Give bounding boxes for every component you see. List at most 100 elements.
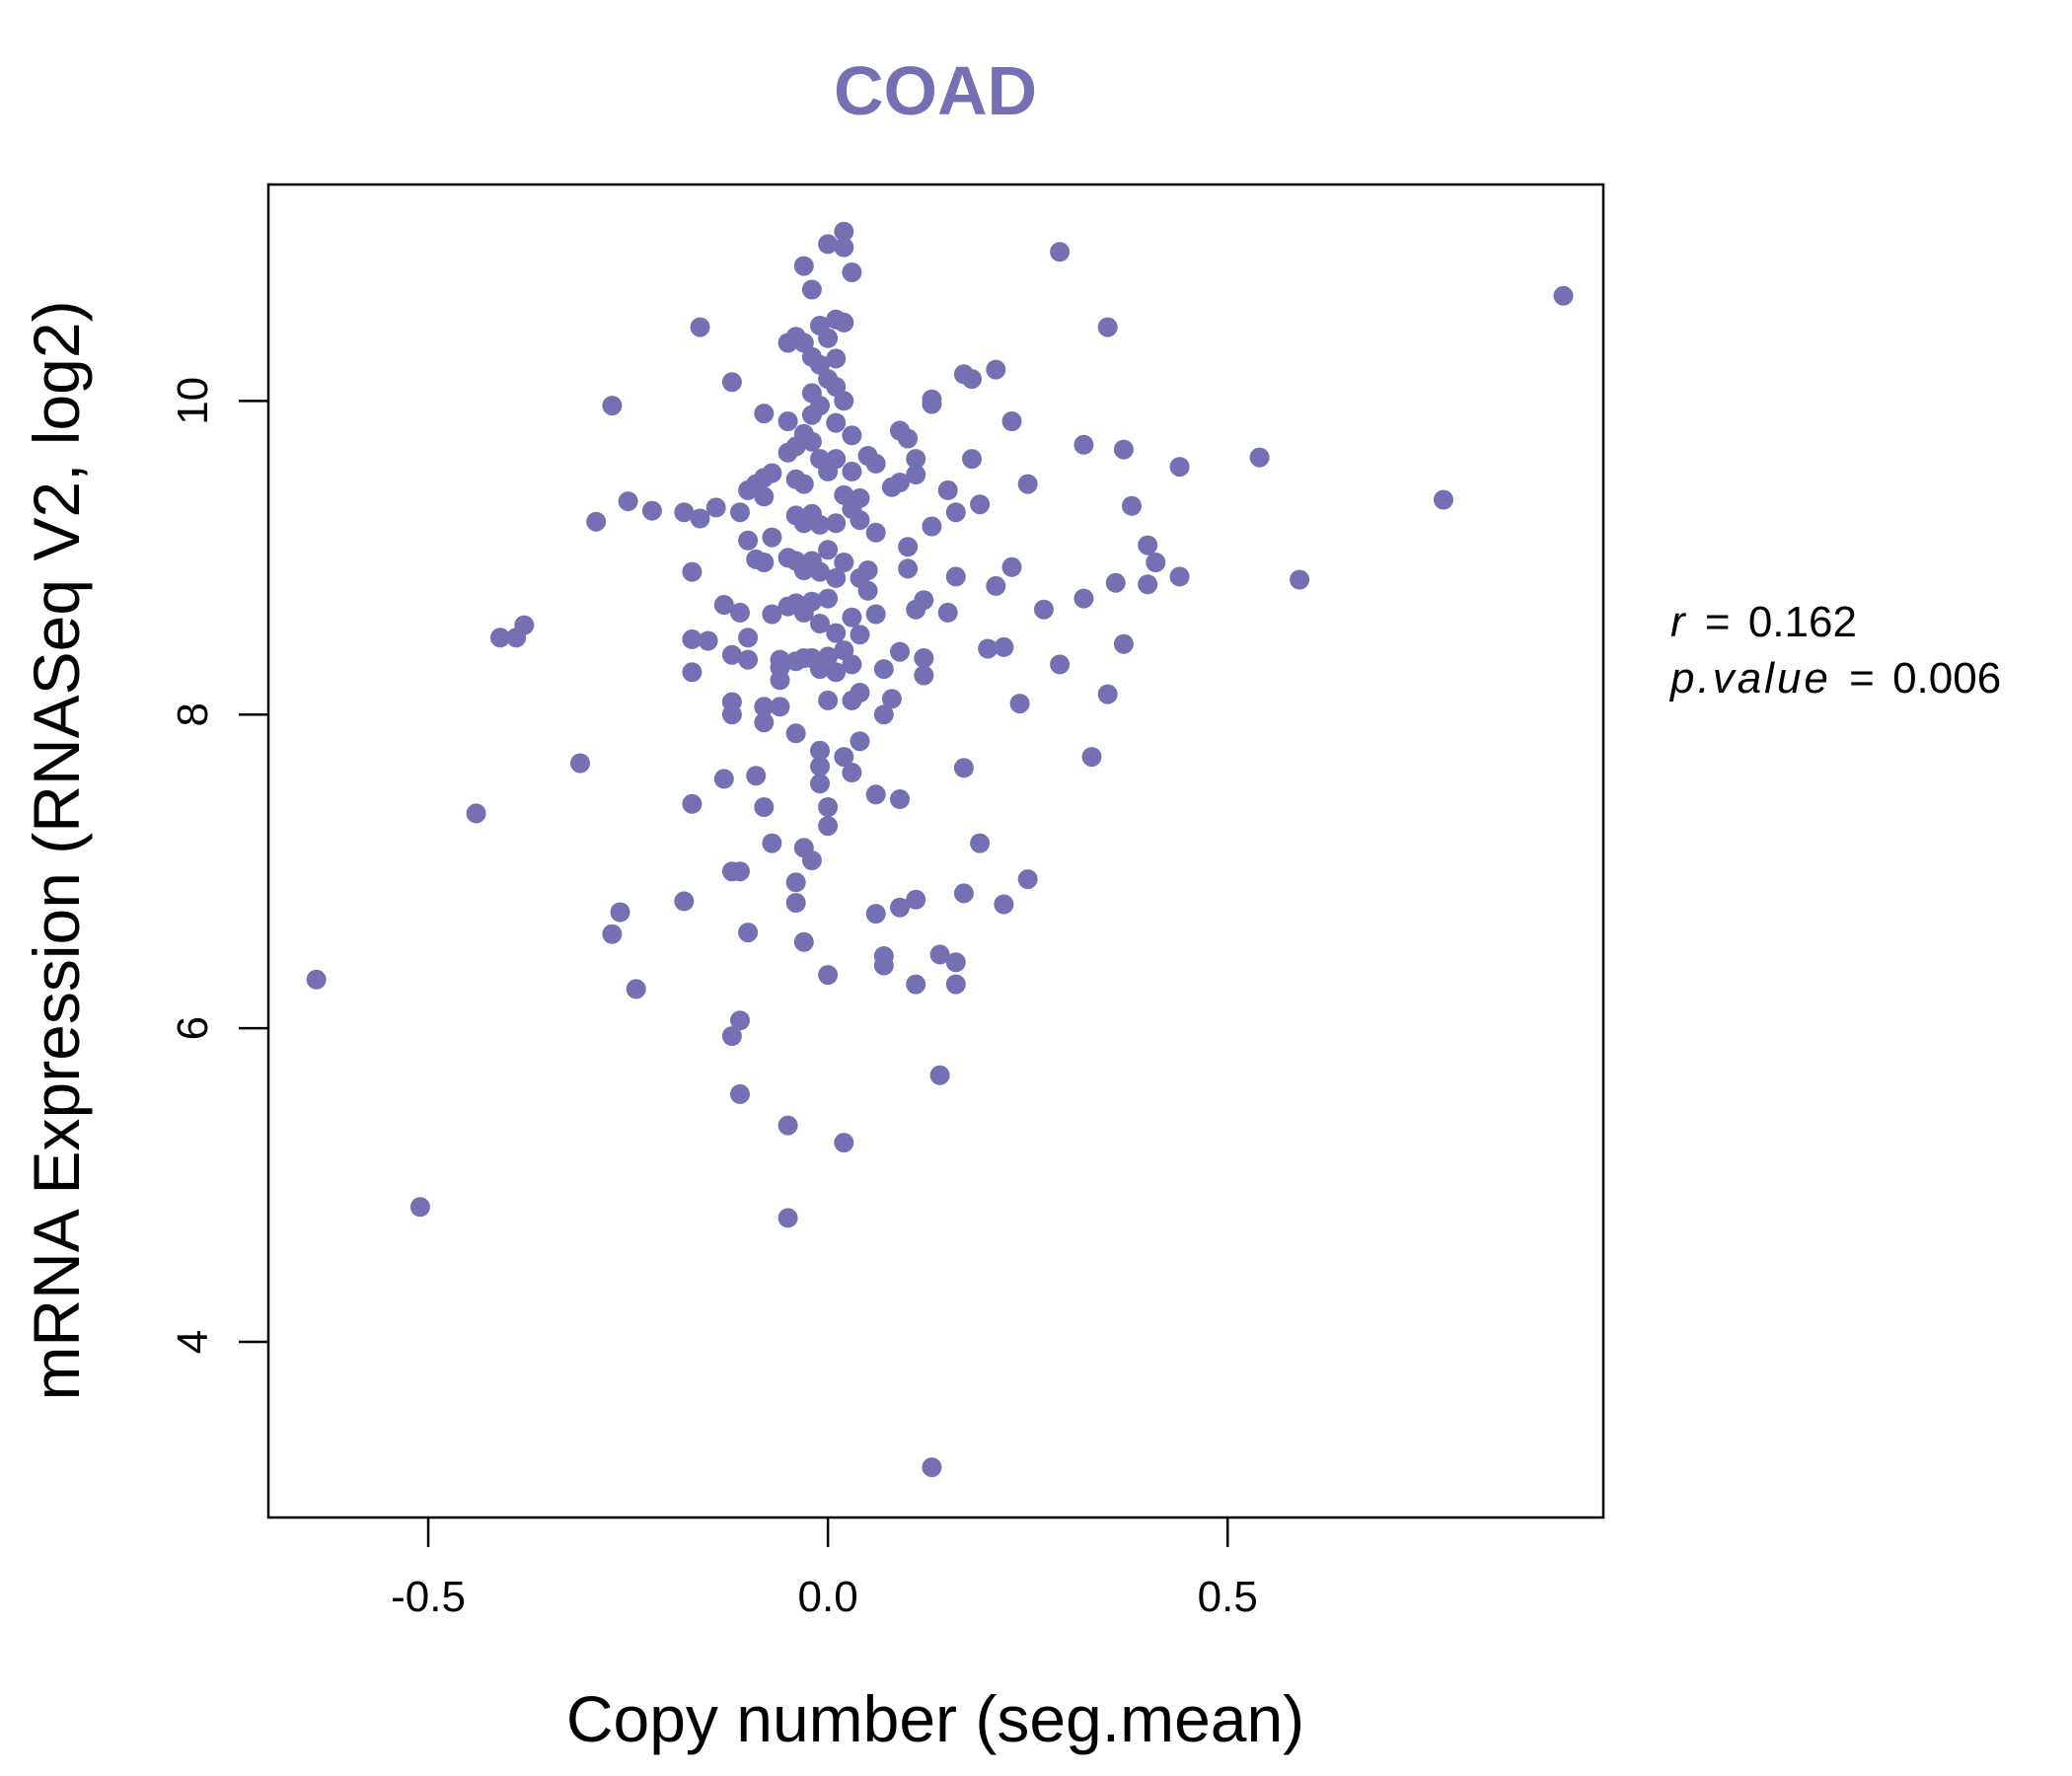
data-point <box>721 1026 742 1047</box>
r-equals: = <box>1705 598 1731 646</box>
data-point <box>738 628 759 648</box>
r-value: 0.162 <box>1748 598 1857 646</box>
data-point <box>1290 569 1310 590</box>
p-equals: = <box>1849 654 1875 703</box>
data-point <box>937 480 958 500</box>
data-point <box>834 484 854 505</box>
data-point <box>698 630 718 651</box>
data-point <box>466 803 486 824</box>
data-point <box>826 412 847 433</box>
data-point <box>721 704 742 725</box>
data-point <box>777 596 798 617</box>
data-point <box>1017 474 1038 494</box>
plot-frame <box>266 183 1605 1519</box>
r-label: r <box>1670 598 1687 646</box>
p-value: 0.006 <box>1892 654 2001 703</box>
data-point <box>865 604 886 625</box>
data-point <box>873 955 894 976</box>
data-point <box>994 894 1014 915</box>
data-point <box>890 420 910 441</box>
data-point <box>898 537 919 557</box>
data-point <box>785 505 806 526</box>
data-point <box>842 763 862 782</box>
data-point <box>682 793 703 814</box>
data-point <box>857 446 878 466</box>
y-tick-label: 10 <box>169 377 217 425</box>
data-point <box>770 670 790 691</box>
data-point <box>834 553 854 572</box>
data-point <box>721 644 742 665</box>
data-point <box>754 797 775 817</box>
data-point <box>906 974 926 995</box>
data-point <box>810 614 830 633</box>
data-point <box>409 1197 430 1218</box>
x-tick-label: -0.5 <box>391 1573 466 1621</box>
data-point <box>826 623 847 643</box>
y-axis: 4 6 8 10 <box>169 377 268 1354</box>
data-point <box>1081 747 1102 768</box>
data-point <box>721 372 742 393</box>
data-point <box>953 883 974 904</box>
data-point <box>730 1010 750 1031</box>
data-point <box>929 944 950 965</box>
data-point <box>986 359 1006 380</box>
y-axis-label: mRNA Expression (RNASeq V2, log2) <box>20 300 93 1400</box>
data-point <box>762 527 782 548</box>
data-point <box>1001 411 1022 431</box>
data-point <box>834 747 854 768</box>
data-point <box>793 256 814 276</box>
data-point <box>1113 439 1134 460</box>
data-point <box>818 588 839 609</box>
data-point <box>890 897 910 918</box>
data-point <box>953 758 974 778</box>
data-point <box>730 502 750 523</box>
data-point <box>818 965 839 986</box>
data-point <box>922 1457 942 1478</box>
data-point <box>906 465 926 484</box>
data-point <box>945 974 966 995</box>
data-point <box>1553 285 1574 306</box>
data-point <box>890 641 910 662</box>
data-point <box>873 659 894 680</box>
data-point <box>746 549 767 569</box>
data-point <box>810 449 830 470</box>
data-point <box>865 904 886 925</box>
data-point <box>1434 489 1453 510</box>
data-point <box>810 756 830 777</box>
data-point <box>674 891 695 912</box>
y-tick-label: 4 <box>169 1330 217 1354</box>
data-point <box>842 262 862 282</box>
data-point <box>906 889 926 910</box>
data-point <box>818 690 839 710</box>
data-point <box>738 649 759 670</box>
data-point <box>1017 869 1038 890</box>
data-point <box>945 502 966 523</box>
data-point <box>721 861 742 882</box>
data-point <box>842 607 862 628</box>
chart-title: COAD <box>834 52 1037 129</box>
data-point <box>762 833 782 853</box>
data-point <box>785 893 806 913</box>
data-point <box>953 364 974 385</box>
data-point <box>850 625 870 645</box>
data-point <box>810 774 830 794</box>
data-point <box>1009 694 1030 714</box>
data-point <box>705 497 726 518</box>
data-point <box>1097 684 1118 704</box>
data-point <box>754 404 775 424</box>
data-points <box>306 221 1574 1478</box>
data-point <box>801 405 822 425</box>
x-axis-label: Copy number (seg.mean) <box>566 1682 1304 1755</box>
data-point <box>1138 535 1158 555</box>
data-point <box>785 651 806 672</box>
y-tick-label: 6 <box>169 1016 217 1040</box>
p-label: p.value <box>1668 654 1831 703</box>
data-point <box>785 469 806 489</box>
data-point <box>865 522 886 543</box>
data-point <box>713 595 734 615</box>
data-point <box>834 221 854 242</box>
stats-annotation: r = 0.162 p.value = 0.006 <box>1668 598 2001 703</box>
data-point <box>826 662 847 683</box>
data-point <box>818 816 839 837</box>
